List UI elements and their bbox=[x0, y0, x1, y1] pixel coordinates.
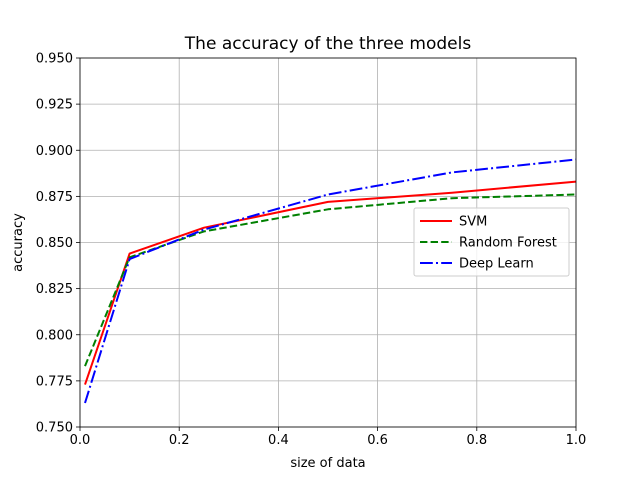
x-tick-label: 1.0 bbox=[566, 433, 587, 448]
y-tick-label: 0.850 bbox=[36, 236, 73, 251]
legend-box bbox=[413, 207, 570, 277]
legend-label-random-forest: Random Forest bbox=[459, 236, 557, 251]
legend: SVM Random Forest Deep Learn bbox=[413, 207, 570, 277]
chart-title: The accuracy of the three models bbox=[184, 34, 472, 54]
tick-layer: 0.0 0.2 0.4 0.6 0.8 1.0 0.750 0.775 0.800 0.825 0.… bbox=[36, 52, 587, 449]
y-tick-label: 0.875 bbox=[36, 190, 73, 205]
x-tick-label: 0.4 bbox=[268, 433, 289, 448]
legend-label-deep-learn: Deep Learn bbox=[459, 257, 534, 272]
x-tick-label: 0.0 bbox=[70, 433, 91, 448]
series-layer bbox=[84, 158, 577, 404]
y-axis-label: accuracy bbox=[11, 213, 26, 272]
y-tick-label: 0.900 bbox=[36, 144, 73, 159]
y-tick-label: 0.750 bbox=[36, 421, 73, 436]
legend-label-svm: SVM bbox=[459, 215, 487, 230]
y-tick-label: 0.800 bbox=[36, 328, 73, 343]
y-tick-label: 0.825 bbox=[36, 282, 73, 297]
x-axis-label: size of data bbox=[290, 456, 365, 471]
y-tick-label: 0.775 bbox=[36, 374, 73, 389]
x-tick-label: 0.8 bbox=[466, 433, 487, 448]
x-tick-label: 0.2 bbox=[169, 433, 190, 448]
y-tick-label: 0.925 bbox=[36, 98, 73, 113]
x-tick-label: 0.6 bbox=[367, 433, 388, 448]
y-tick-label: 0.950 bbox=[36, 52, 73, 67]
series-line-random-forest bbox=[84, 193, 577, 367]
